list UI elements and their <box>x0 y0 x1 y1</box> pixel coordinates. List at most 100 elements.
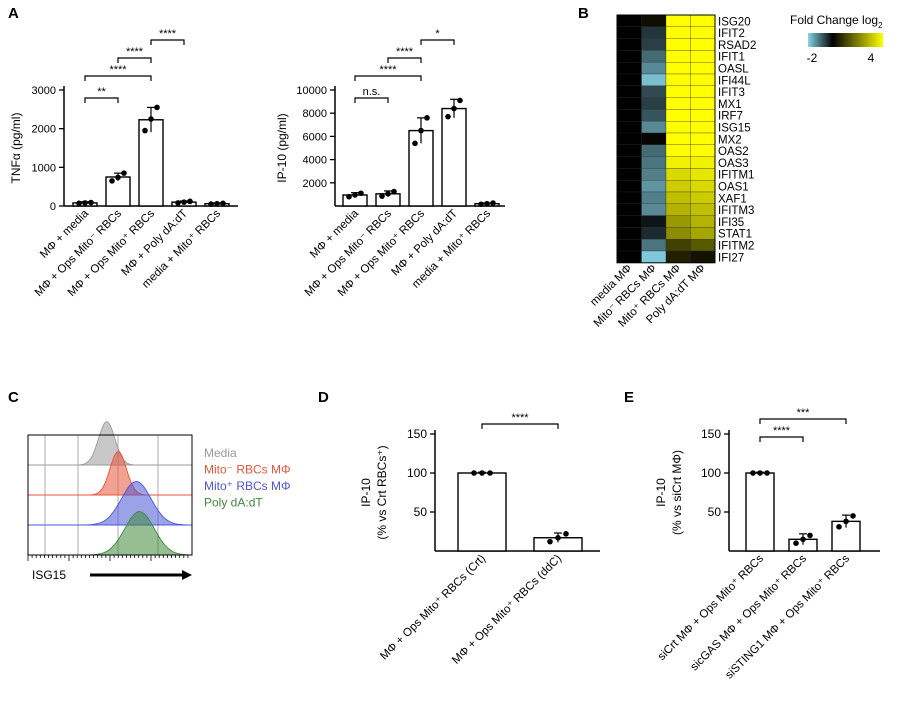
data-point <box>352 192 358 198</box>
data-point <box>358 190 364 197</box>
panel-label-c: C <box>8 389 19 406</box>
panel-label-a: A <box>8 5 19 22</box>
significance-bracket <box>354 97 389 103</box>
data-point <box>121 170 127 176</box>
heatmap-cell <box>641 180 667 193</box>
heatmap-cell <box>616 109 642 122</box>
y-tick-label: 150 <box>701 427 721 441</box>
heatmap-cell <box>690 203 716 216</box>
colorbar <box>808 33 883 47</box>
colorbar-tick-label: 4 <box>868 51 875 65</box>
heatmap-cell <box>690 239 716 252</box>
significance-label: **** <box>396 46 414 58</box>
data-point <box>148 116 154 122</box>
heatmap-cell <box>641 85 667 98</box>
heatmap-cell <box>616 144 642 157</box>
data-point <box>490 200 496 206</box>
heatmap-cell <box>616 227 642 240</box>
panel-label-b: B <box>578 5 589 22</box>
heatmap-cell <box>616 85 642 98</box>
heatmap-cell <box>616 26 642 39</box>
y-tick-label: 150 <box>407 427 427 441</box>
y-tick-label: 10000 <box>296 85 327 97</box>
data-point <box>154 104 160 111</box>
y-axis-label: IP-10 (pg/ml) <box>275 113 289 182</box>
data-point <box>208 201 214 207</box>
data-point <box>220 200 226 207</box>
heatmap-cell <box>690 85 716 98</box>
data-point <box>379 193 385 199</box>
heatmap-cell <box>616 156 642 169</box>
isg15-histogram: Media Mito⁻ RBCs MΦ Mito⁺ RBCs MΦ Poly dA:d… <box>27 421 291 582</box>
heatmap-cell <box>616 132 642 145</box>
heatmap-cell <box>665 121 691 134</box>
heatmap-cell <box>665 144 691 157</box>
significance-label: **** <box>511 412 529 424</box>
heatmap-cell <box>616 191 642 204</box>
heatmap-row-label: MX2 <box>718 134 742 146</box>
heatmap-row-label: ISG15 <box>718 123 751 135</box>
heatmap-cell <box>641 121 667 134</box>
heatmap-row-label: STAT1 <box>718 229 752 241</box>
x-axis-label: ISG15 <box>32 568 66 582</box>
heatmap-cell <box>641 144 667 157</box>
histogram-curve <box>28 421 192 466</box>
data-point <box>424 115 430 121</box>
heatmap-cell <box>665 239 691 252</box>
data-point <box>764 470 770 476</box>
heatmap-cell <box>665 180 691 193</box>
heatmap-cell <box>690 73 716 86</box>
data-point <box>807 532 813 539</box>
heatmap-cell <box>665 203 691 216</box>
y-tick-label: 3000 <box>32 85 56 97</box>
data-point <box>750 470 756 476</box>
significance-label: *** <box>797 407 811 419</box>
heatmap-cell <box>690 215 716 228</box>
heatmap-cell <box>616 50 642 63</box>
heatmap-row-label: OAS1 <box>718 182 749 194</box>
y-tick-label: 0 <box>50 201 56 213</box>
data-point <box>793 540 799 546</box>
heatmap-cell <box>690 191 716 204</box>
data-point <box>88 199 94 206</box>
heatmap-cell <box>641 73 667 86</box>
data-point <box>418 127 424 134</box>
data-point <box>451 105 457 112</box>
significance-bracket <box>387 57 422 63</box>
heatmap-cell <box>665 156 691 169</box>
heatmap-cell <box>665 168 691 181</box>
data-point <box>547 538 553 545</box>
data-point <box>391 188 397 195</box>
heatmap-cell <box>641 227 667 240</box>
heatmap-cell <box>641 38 667 51</box>
heatmap-cell <box>616 121 642 134</box>
data-point <box>471 470 477 476</box>
heatmap-row-label: OAS2 <box>718 146 749 158</box>
bar <box>138 119 164 207</box>
heatmap-cell <box>616 73 642 86</box>
heatmap-chart: ISG20IFIT2RSAD2IFIT1OASLIFI44LIFIT3MX1IR… <box>588 13 883 330</box>
y-tick-label: 1000 <box>32 162 56 174</box>
heatmap-cell <box>690 180 716 193</box>
significance-label: * <box>435 28 440 40</box>
heatmap-cell <box>665 14 691 27</box>
legend-entry: Media <box>204 446 237 460</box>
significance-bracket <box>117 57 152 63</box>
y-tick-label: 4000 <box>303 155 327 167</box>
y-tick-label: 2000 <box>32 124 56 136</box>
heatmap-cell <box>616 250 642 263</box>
significance-bracket <box>481 423 559 429</box>
heatmap-row-label: MX1 <box>718 99 742 111</box>
heatmap-cell <box>665 191 691 204</box>
heatmap-cell <box>690 121 716 134</box>
histogram-curve <box>28 481 193 526</box>
data-point <box>836 524 842 530</box>
heatmap-row-label: ISG20 <box>718 16 751 28</box>
significance-bracket <box>759 436 804 442</box>
data-point <box>175 200 181 206</box>
data-point <box>555 534 561 541</box>
heatmap-cell <box>665 62 691 75</box>
